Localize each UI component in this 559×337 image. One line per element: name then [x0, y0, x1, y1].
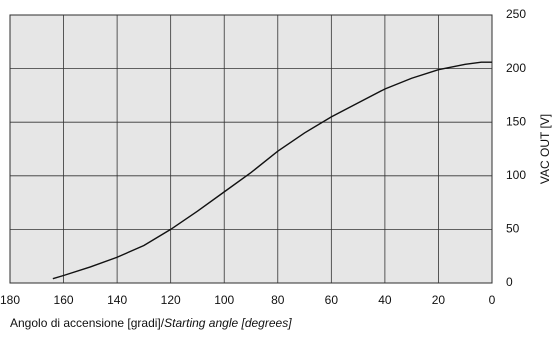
- line: [52, 61, 492, 280]
- x-axis-label-en: Starting angle [degrees]: [164, 316, 292, 330]
- x-tick-label: 120: [161, 293, 181, 307]
- x-tick-label: 180: [0, 293, 20, 307]
- y-tick-label: 150: [506, 114, 526, 128]
- x-tick-label: 60: [325, 293, 339, 307]
- y-tick-label: 100: [506, 168, 526, 182]
- y-tick-label: 200: [506, 61, 526, 75]
- x-tick-label: 0: [489, 293, 496, 307]
- x-tick-label: 160: [54, 293, 74, 307]
- y-tick-label: 50: [506, 222, 520, 236]
- x-axis-label: Angolo di accensione [gradi]/Starting an…: [10, 316, 292, 330]
- x-tick-label: 80: [271, 293, 285, 307]
- y-tick-label: 0: [506, 275, 513, 289]
- x-tick-label: 100: [214, 293, 234, 307]
- y-tick-label: 250: [506, 7, 526, 21]
- plot-area: [9, 14, 493, 284]
- x-tick-label: 40: [378, 293, 392, 307]
- x-tick-label: 140: [107, 293, 127, 307]
- x-tick-label: 20: [432, 293, 446, 307]
- x-axis-label-it: Angolo di accensione [gradi]/: [10, 316, 165, 330]
- y-axis-label: VAC OUT [V]: [538, 114, 552, 184]
